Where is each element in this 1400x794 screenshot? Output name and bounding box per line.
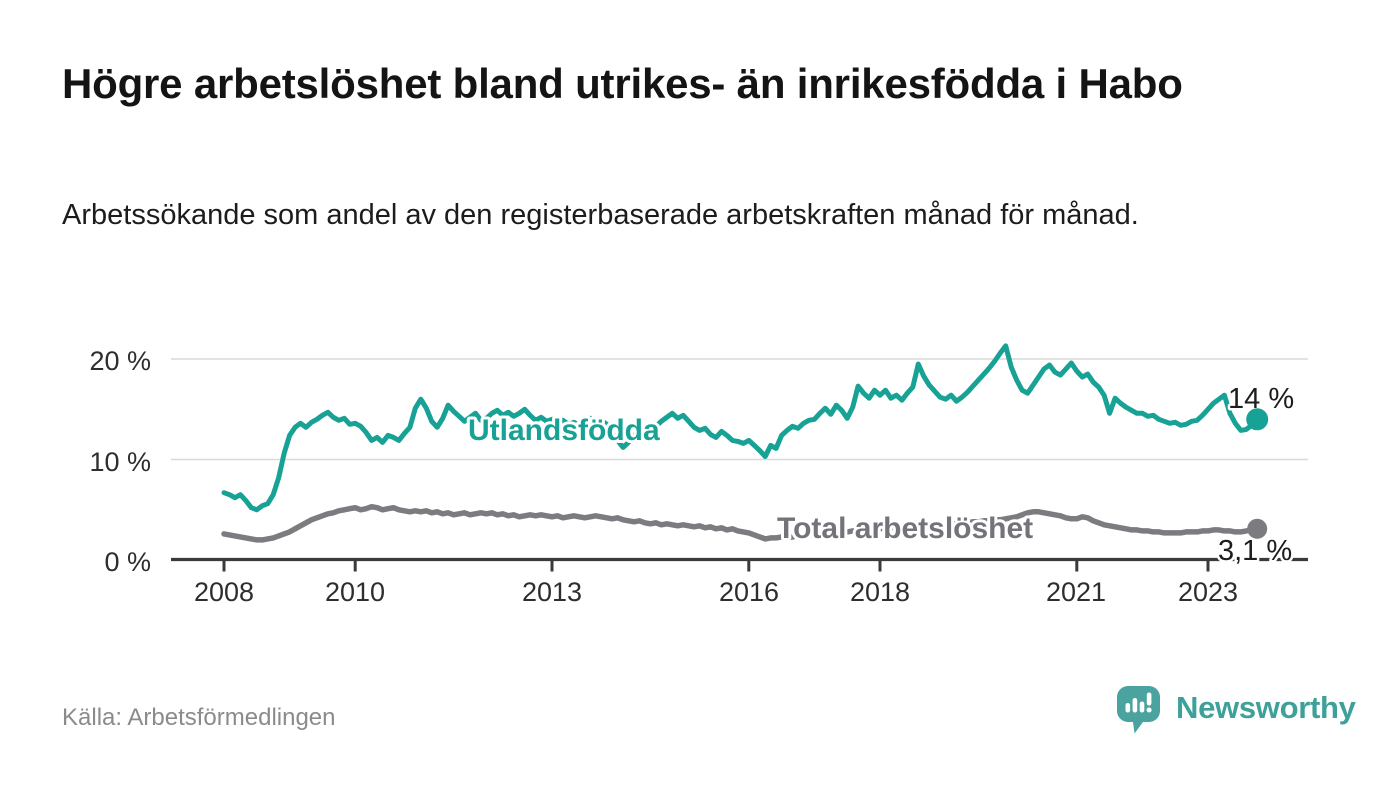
brand-name: Newsworthy	[1176, 690, 1356, 725]
newsworthy-bubble-icon	[1117, 686, 1160, 734]
x-axis-label-2013: 2013	[522, 577, 582, 607]
x-axis-label-2016: 2016	[719, 577, 779, 607]
end-value-label-total: 3,1 %	[1218, 535, 1292, 567]
page-title: Högre arbetslöshet bland utrikes- än inr…	[62, 60, 1183, 107]
y-axis-label-20: 20 %	[89, 346, 151, 376]
end-value-label-utlandsfodda: 14 %	[1228, 383, 1294, 415]
series-label-total-arbetsloshet: Total arbetslöshet	[777, 512, 1033, 545]
series-line-total-arbetsloshet	[221, 503, 1260, 543]
x-axis-label-2008: 2008	[194, 577, 254, 607]
series-end-dot-utlandsfodda	[1246, 408, 1269, 431]
y-axis-label-0: 0 %	[104, 547, 151, 577]
newsworthy-logo: Newsworthy	[1117, 686, 1356, 736]
series-end-dot-total-arbetsloshet	[1247, 518, 1268, 539]
exclamation-glyph	[1146, 692, 1152, 713]
page-subtitle: Arbetssökande som andel av den registerb…	[62, 199, 1139, 231]
series-label-utlandsfodda: Utlandsfödda	[468, 414, 660, 447]
x-axis-label-2018: 2018	[850, 577, 910, 607]
grid-lines	[171, 358, 1308, 461]
series-lines	[221, 343, 1260, 543]
series-line-utlandsfodda	[221, 343, 1260, 513]
y-axis-label-10: 10 %	[89, 447, 151, 477]
x-axis	[171, 557, 1308, 572]
bar-chart-glyph	[1125, 698, 1145, 713]
source-credit: Källa: Arbetsförmedlingen	[62, 704, 336, 731]
series-end-dots	[1246, 408, 1269, 539]
x-axis-label-2023: 2023	[1178, 577, 1238, 607]
x-axis-label-2010: 2010	[325, 577, 385, 607]
x-axis-label-2021: 2021	[1046, 577, 1106, 607]
